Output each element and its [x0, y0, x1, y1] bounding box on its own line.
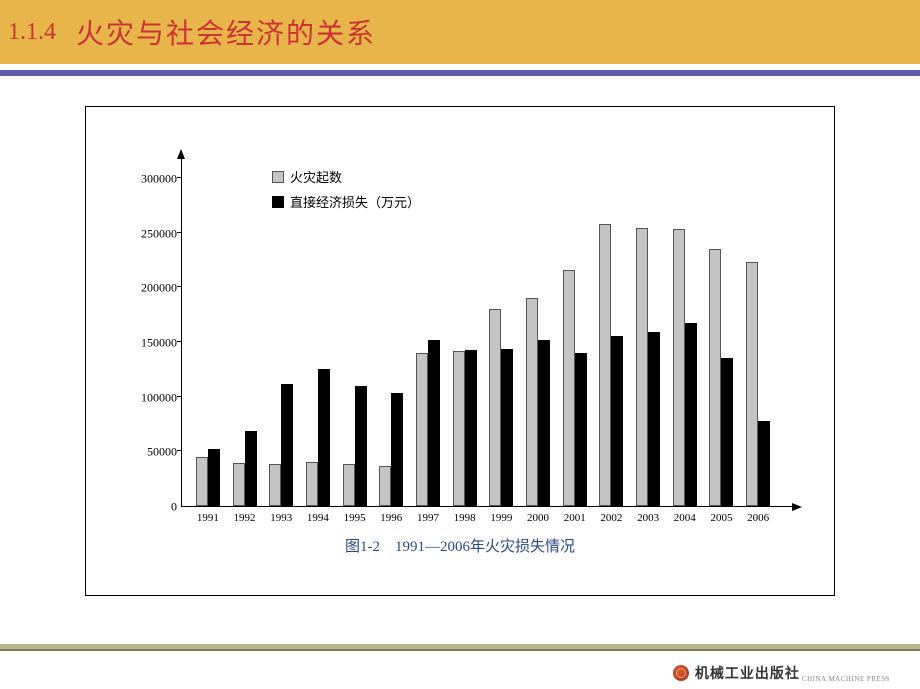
bar-group: 1993	[265, 157, 297, 506]
bar-direct-loss	[685, 323, 697, 506]
bar-direct-loss	[758, 421, 770, 506]
y-tick-mark	[177, 286, 182, 287]
publisher-name-en: CHINA MACHINE PRESS	[802, 675, 890, 683]
x-tick-label: 2000	[527, 512, 549, 524]
y-tick-label: 50000	[147, 445, 177, 460]
bar-fire-count	[526, 298, 538, 506]
bar-group: 1998	[449, 157, 481, 506]
y-tick-mark	[177, 450, 182, 451]
bar-direct-loss	[355, 386, 367, 506]
bar-fire-count	[746, 262, 758, 506]
bar-fire-count	[379, 466, 391, 506]
y-tick-label: 300000	[141, 171, 177, 186]
bar-direct-loss	[501, 349, 513, 507]
section-title: 火灾与社会经济的关系	[76, 12, 376, 52]
x-tick-label: 1995	[344, 512, 366, 524]
bar-direct-loss	[538, 340, 550, 506]
bar-direct-loss	[281, 384, 293, 507]
y-axis: 050000100000150000200000250000300000	[126, 157, 181, 507]
x-tick-label: 1994	[307, 512, 329, 524]
bar-group: 1997	[412, 157, 444, 506]
bar-direct-loss	[245, 431, 257, 506]
bar-group: 2004	[669, 157, 701, 506]
section-number: 1.1.4	[8, 19, 56, 46]
section-header: 1.1.4 火灾与社会经济的关系	[0, 0, 920, 64]
x-tick-label: 1997	[417, 512, 439, 524]
plot-row: 050000100000150000200000250000300000 火灾起…	[126, 157, 794, 507]
x-tick-label: 2004	[674, 512, 696, 524]
x-tick-label: 1991	[197, 512, 219, 524]
bar-group: 1996	[375, 157, 407, 506]
content-area: 0 50000 100000 150000 200000 250000 300000 火灾起…	[0, 76, 920, 596]
bar-fire-count	[233, 463, 245, 506]
bar-fire-count	[599, 224, 611, 506]
bar-direct-loss	[721, 358, 733, 506]
bar-direct-loss	[611, 336, 623, 506]
bar-direct-loss	[208, 449, 220, 506]
x-axis-arrow	[792, 503, 802, 511]
y-tick-label: 0	[171, 500, 177, 515]
bar-fire-count	[306, 462, 318, 506]
bar-group: 2000	[522, 157, 554, 506]
bar-group: 2003	[632, 157, 664, 506]
bar-group: 1994	[302, 157, 334, 506]
y-tick-label: 150000	[141, 335, 177, 350]
bar-fire-count	[269, 464, 281, 506]
y-tick-mark	[177, 341, 182, 342]
bar-direct-loss	[575, 353, 587, 506]
bar-fire-count	[563, 270, 575, 506]
y-tick-label: 100000	[141, 390, 177, 405]
x-tick-label: 2006	[747, 512, 769, 524]
bar-fire-count	[636, 228, 648, 506]
bars-container: 1991199219931994199519961997199819992000…	[192, 157, 774, 506]
bar-group: 1999	[486, 157, 518, 506]
bar-group: 1992	[229, 157, 261, 506]
publisher-name-cn: 机械工业出版社	[695, 663, 800, 683]
x-tick-label: 2005	[710, 512, 732, 524]
plot-area: 火灾起数 直接经济损失（万元） 199119921993199419951996…	[181, 157, 794, 507]
x-tick-label: 1999	[490, 512, 512, 524]
x-tick-label: 2003	[637, 512, 659, 524]
bar-fire-count	[709, 249, 721, 506]
bar-direct-loss	[465, 350, 477, 506]
bar-fire-count	[343, 464, 355, 506]
bar-fire-count	[416, 353, 428, 506]
y-tick-label: 250000	[141, 226, 177, 241]
bar-group: 1991	[192, 157, 224, 506]
bar-group: 2001	[559, 157, 591, 506]
y-axis-arrow	[177, 149, 185, 159]
x-tick-label: 1996	[380, 512, 402, 524]
x-tick-label: 1993	[270, 512, 292, 524]
bar-direct-loss	[391, 393, 403, 506]
publisher: 机械工业出版社 CHINA MACHINE PRESS	[673, 663, 890, 683]
bar-direct-loss	[428, 340, 440, 506]
bar-direct-loss	[648, 332, 660, 506]
x-tick-label: 2001	[564, 512, 586, 524]
x-tick-label: 1998	[454, 512, 476, 524]
chart-caption: 图1-2 1991—2006年火灾损失情况	[126, 535, 794, 556]
bar-fire-count	[453, 351, 465, 506]
bar-group: 2005	[706, 157, 738, 506]
bar-group: 1995	[339, 157, 371, 506]
y-tick-label: 200000	[141, 281, 177, 296]
y-tick-mark	[177, 232, 182, 233]
y-tick-mark	[177, 177, 182, 178]
bar-fire-count	[489, 309, 501, 506]
x-tick-label: 1992	[234, 512, 256, 524]
footer-band-bottom	[0, 649, 920, 651]
bar-fire-count	[673, 229, 685, 506]
bar-fire-count	[196, 457, 208, 506]
x-tick-label: 2002	[600, 512, 622, 524]
chart-frame: 0 50000 100000 150000 200000 250000 300000 火灾起…	[85, 106, 835, 596]
bar-group: 2006	[742, 157, 774, 506]
bar-group: 2002	[596, 157, 628, 506]
bar-direct-loss	[318, 369, 330, 506]
publisher-logo-icon	[673, 665, 689, 681]
y-tick-mark	[177, 396, 182, 397]
